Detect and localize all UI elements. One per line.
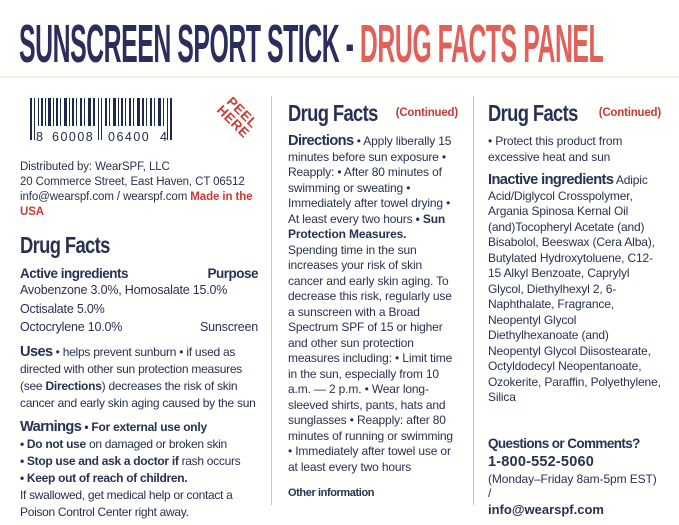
inactive-ingredients-label: Inactive ingredients <box>488 172 614 188</box>
purpose-value: Sunscreen <box>200 320 258 334</box>
swallowed-warning: If swallowed, get medical help or contac… <box>20 487 233 519</box>
other-information-label: Other information <box>288 487 375 499</box>
contact-urls: info@wearspf.com / wearspf.com <box>20 191 188 203</box>
drug-facts-heading-row: Drug Facts (Continued) <box>288 100 458 126</box>
drug-facts-heading: Drug Facts <box>488 100 578 126</box>
page-title: SUNSCREEN SPORT STICK - DRUG FACTS PANEL <box>19 14 604 74</box>
barcode-section: 8 60008 06400 4 PEEL HERE <box>20 94 261 152</box>
inactive-ingredients-paragraph: Inactive ingredients Adipic Acid/Diglyco… <box>488 172 661 406</box>
drug-facts-panel-title: DRUG FACTS PANEL <box>359 14 604 74</box>
barcode-digit: 8 <box>36 130 44 144</box>
directions-label: Directions <box>288 133 354 149</box>
warning-bullet: • Do not use on damaged or broken skin <box>20 436 258 453</box>
drug-facts-heading-row: Drug Facts (Continued) <box>488 100 661 126</box>
sun-protection-measures-label: • Sun Protection Measures. <box>288 211 446 242</box>
uses-text: • helps prevent sunburn • if used as dir… <box>20 344 243 393</box>
uses-label: Uses <box>20 343 53 360</box>
directions-paragraph: Directions • Apply liberally 15 minutes … <box>288 133 458 475</box>
questions-section: Questions or Comments? 1-800-552-5060 (M… <box>488 436 661 517</box>
warning-bold: • Keep out of reach of children. <box>20 470 188 485</box>
inactive-ingredients-list: Adipic Acid/Diglycol Crosspolymer, Argan… <box>488 173 661 404</box>
active-ingredient-name: Octocrylene 10.0% <box>20 320 123 334</box>
active-ingredient-line: Avobenzone 3.0%, Homosalate 15.0% <box>20 283 228 297</box>
peel-here-label: PEEL HERE <box>214 94 261 141</box>
warnings-first-bullet: • For external use only <box>81 419 207 434</box>
warnings-heading-row: Warnings • For external use only <box>20 419 258 436</box>
drug-facts-heading: Drug Facts <box>20 232 110 258</box>
warnings-label: Warnings <box>20 418 82 435</box>
uses-text: ) decreases the risk of skin cancer and … <box>20 378 256 410</box>
drug-facts-heading-row: Drug Facts <box>20 232 258 258</box>
upc-barcode: 8 60008 06400 4 <box>30 98 172 144</box>
continued-label: (Continued) <box>598 107 662 119</box>
title-divider-rule <box>0 76 679 78</box>
warning-text: rash occurs <box>178 453 241 468</box>
column-divider-left <box>271 96 272 505</box>
active-ingredient-line: Octocrylene 10.0% Sunscreen <box>20 318 258 337</box>
protect-bullet: • Protect this product from excessive he… <box>488 134 623 164</box>
support-hours: (Monday–Friday 8am-5pm EST) / <box>488 471 657 500</box>
support-email: info@wearspf.com <box>488 501 604 517</box>
active-ingredient-line: Octisalate 5.0% <box>20 301 105 316</box>
made-in-usa-label: Made in the USA <box>20 191 253 218</box>
drug-facts-heading: Drug Facts <box>288 100 378 126</box>
left-panel: 8 60008 06400 4 PEEL HERE Distributed by… <box>20 94 261 521</box>
warning-bold: • Do not use <box>20 436 86 451</box>
sun-protection-measures-text: Spending time in the sun increases your … <box>288 242 453 474</box>
warning-bullet: • Stop use and ask a doctor if rash occu… <box>20 453 258 470</box>
distributor-line: 20 Commerce Street, East Haven, CT 06512 <box>20 176 245 188</box>
column-divider-right <box>473 96 474 505</box>
distributor-info: Distributed by: WearSPF, LLC 20 Commerce… <box>20 160 258 220</box>
questions-label: Questions or Comments? <box>488 435 640 451</box>
warning-bold: • Stop use and ask a doctor if <box>20 453 179 468</box>
product-name-title: SUNSCREEN SPORT STICK - <box>19 14 360 74</box>
distributor-line: info@wearspf.com / wearspf.com Made in t… <box>20 190 258 220</box>
middle-panel: Drug Facts (Continued) Directions • Appl… <box>288 100 458 499</box>
active-ingredients-header-row: Active ingredients Purpose <box>20 266 258 281</box>
active-ingredients-label: Active ingredients <box>20 266 129 281</box>
barcode-digit: 4 <box>160 130 168 144</box>
warning-bullet: • Keep out of reach of children. <box>20 470 258 487</box>
phone-number: 1-800-552-5060 <box>488 453 594 470</box>
directions-text: • Apply liberally 15 minutes before sun … <box>288 134 452 226</box>
purpose-label: Purpose <box>207 266 258 281</box>
right-panel: Drug Facts (Continued) • Protect this pr… <box>488 100 661 517</box>
barcode-digit: 06400 <box>108 130 150 144</box>
uses-paragraph: Uses • helps prevent sunburn • if used a… <box>20 344 258 412</box>
continued-label: (Continued) <box>395 107 459 119</box>
directions-reference: Directions <box>45 378 102 393</box>
barcode-digit: 60008 <box>52 130 94 144</box>
warning-text: on damaged or broken skin <box>85 436 227 451</box>
distributor-line: Distributed by: WearSPF, LLC <box>20 161 170 173</box>
